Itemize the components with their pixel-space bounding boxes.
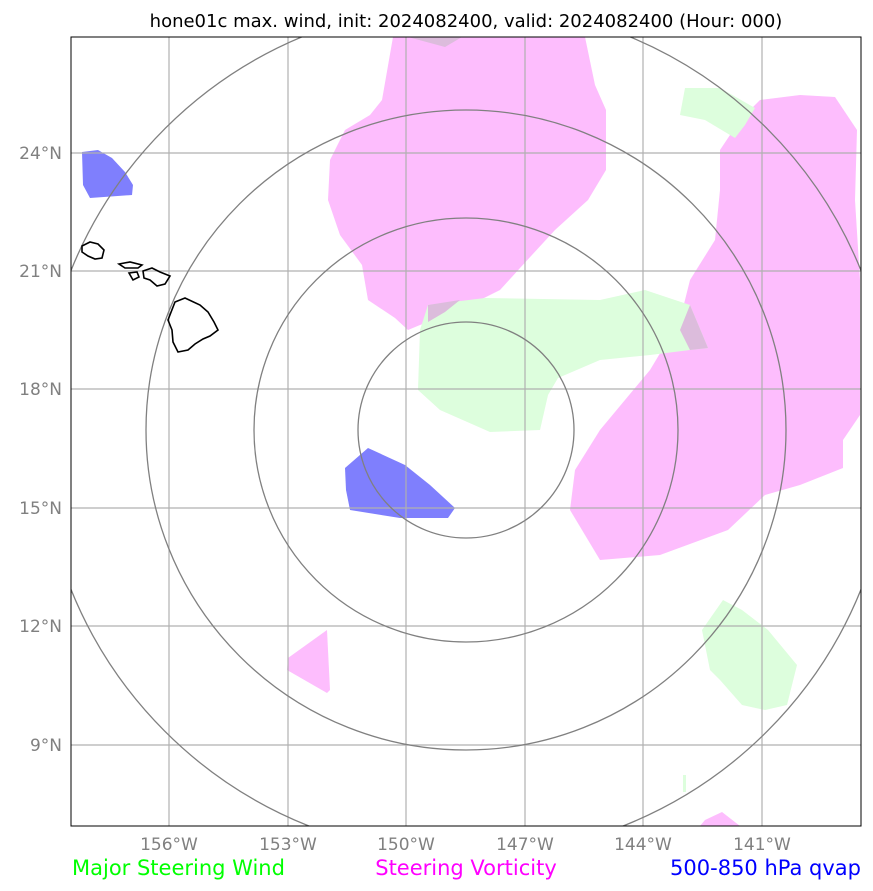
- lon-label: 156°W: [140, 835, 198, 855]
- wind-region-small: [683, 775, 686, 792]
- longitude-labels: 156°W 153°W 150°W 147°W 144°W 141°W: [140, 835, 791, 855]
- vorticity-region-southwest: [287, 630, 330, 693]
- hawaii-coastline: [81, 241, 220, 353]
- legend-qvap: 500-850 hPa qvap: [670, 856, 861, 880]
- lon-label: 153°W: [259, 835, 317, 855]
- latitude-labels: 24°N 21°N 18°N 15°N 12°N 9°N: [19, 144, 62, 756]
- lat-label: 24°N: [19, 144, 62, 164]
- legend-steering-wind: Major Steering Wind: [72, 856, 285, 880]
- island-maui: [142, 267, 172, 287]
- lat-label: 12°N: [19, 617, 62, 637]
- qvap-region-central: [345, 448, 455, 518]
- qvap-layer: [82, 150, 455, 518]
- vorticity-wind-overlap-north: [408, 37, 462, 47]
- legend-steering-vorticity: Steering Vorticity: [375, 856, 557, 880]
- lat-label: 21°N: [19, 262, 62, 282]
- map-frame: [70, 36, 862, 827]
- island-oahu: [116, 261, 144, 269]
- lat-label: 9°N: [30, 736, 62, 756]
- island-big-island: [167, 297, 220, 353]
- lon-label: 141°W: [733, 835, 791, 855]
- vorticity-wind-overlap-central: [428, 300, 460, 322]
- vorticity-region-north: [328, 37, 606, 330]
- range-rings: [71, 37, 861, 826]
- gridlines: [71, 37, 861, 826]
- island-kauai: [81, 241, 105, 260]
- vorticity-wind-overlap-east: [680, 305, 708, 350]
- lat-label: 15°N: [19, 499, 62, 519]
- wind-region-southeast: [702, 600, 797, 710]
- range-ring-3: [145, 109, 787, 751]
- legend: Major Steering Wind Steering Vorticity 5…: [72, 856, 861, 880]
- lon-label: 147°W: [496, 835, 554, 855]
- vorticity-region-south: [700, 812, 740, 826]
- range-ring-2: [253, 217, 679, 643]
- lat-label: 18°N: [19, 380, 62, 400]
- island-molokai: [127, 271, 141, 282]
- qvap-region-northwest: [82, 150, 133, 198]
- lon-label: 144°W: [614, 835, 672, 855]
- range-ring-1: [357, 321, 575, 539]
- map-title: hone01c max. wind, init: 2024082400, val…: [150, 11, 783, 32]
- wind-region-central: [418, 290, 708, 432]
- lon-label: 150°W: [377, 835, 435, 855]
